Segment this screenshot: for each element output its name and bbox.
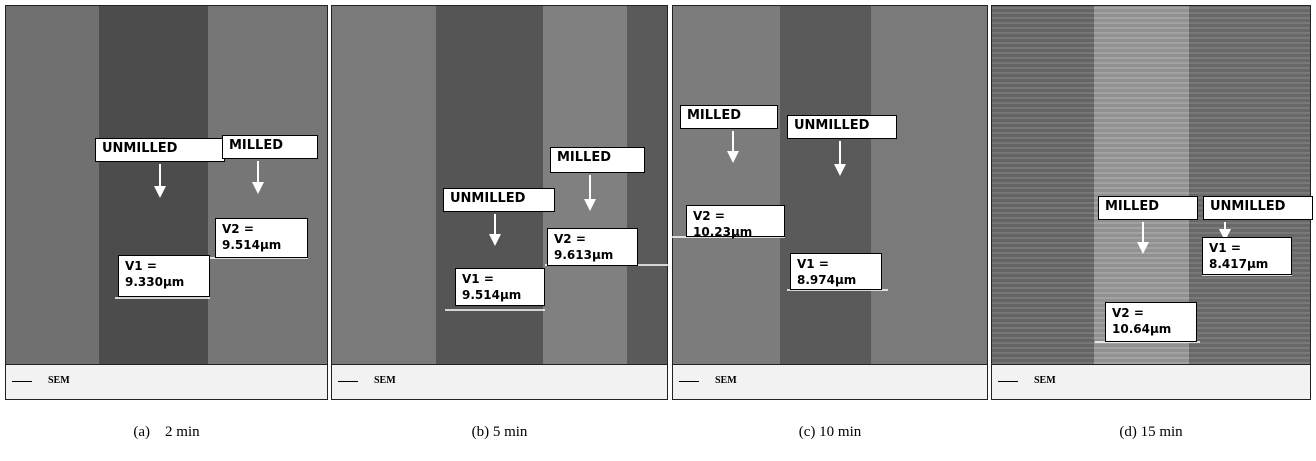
measure-box: V1 =8.417µm [1202,237,1292,275]
region-label: MILLED [1098,196,1198,220]
measure-name: V2 = [1112,305,1190,321]
measure-value: 8.417µm [1209,256,1285,272]
measure-box: V1 =9.514µm [455,268,545,306]
caption: (b) 5 min [331,424,668,441]
measure-value: 9.330µm [125,274,203,290]
measure-value: 9.514µm [222,237,301,253]
region-label: UNMILLED [95,138,225,162]
caption: (d) 15 min [991,424,1311,441]
region-label: UNMILLED [1203,196,1313,220]
measure-box: V2 =10.23µm [686,205,785,237]
measure-value: 9.514µm [462,287,538,303]
measure-value: 10.64µm [1112,321,1190,337]
figure: SEMSEMSEMSEM (a) 2 minUNMILLEDMILLEDV1 =… [0,0,1316,461]
measure-box: V1 =9.330µm [118,255,210,297]
caption: (a) 2 min [5,424,328,441]
measure-name: V1 = [797,256,875,272]
measure-box: V2 =9.514µm [215,218,308,258]
measure-box: V1 =8.974µm [790,253,882,290]
measure-value: 8.974µm [797,272,875,288]
measure-name: V1 = [125,258,203,274]
arrow-layer [0,0,1316,461]
region-label: UNMILLED [787,115,897,139]
region-label: MILLED [680,105,778,129]
measure-name: V2 = [222,221,301,237]
measure-box: V2 =9.613µm [547,228,638,266]
region-label: UNMILLED [443,188,555,212]
measure-name: V2 = [554,231,631,247]
region-label: MILLED [222,135,318,159]
measure-name: V1 = [1209,240,1285,256]
region-label: MILLED [550,147,645,173]
measure-box: V2 =10.64µm [1105,302,1197,342]
measure-name: V2 = [693,208,778,224]
caption: (c) 10 min [672,424,988,441]
measure-name: V1 = [462,271,538,287]
measure-value: 9.613µm [554,247,631,263]
measure-value: 10.23µm [693,224,778,240]
